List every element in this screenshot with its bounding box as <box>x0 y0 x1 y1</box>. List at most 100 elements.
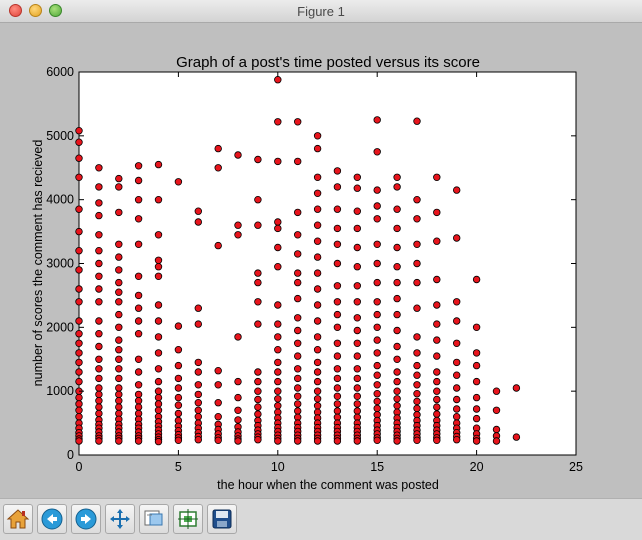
data-point <box>274 243 282 252</box>
title-bar[interactable]: Figure 1 <box>0 0 642 23</box>
close-window-button[interactable] <box>9 4 22 17</box>
data-point <box>75 205 83 213</box>
minimize-window-button[interactable] <box>29 4 42 17</box>
data-point <box>95 199 103 207</box>
data-point <box>333 365 342 373</box>
data-point <box>254 221 262 229</box>
data-point <box>174 322 183 330</box>
data-point <box>95 374 103 383</box>
back-button[interactable] <box>37 504 67 534</box>
data-point <box>194 413 202 421</box>
zoom-window-button[interactable] <box>49 4 62 17</box>
data-point <box>333 400 342 408</box>
data-point <box>294 384 302 392</box>
data-point <box>353 326 361 335</box>
data-point <box>294 314 302 322</box>
data-point <box>294 407 302 415</box>
data-point <box>75 154 83 162</box>
data-point <box>154 262 163 271</box>
data-point <box>373 202 381 210</box>
data-point <box>75 377 83 386</box>
data-point <box>274 437 282 445</box>
y-axis-label: number of scores the comment has recieve… <box>31 140 45 387</box>
data-point <box>234 221 242 229</box>
data-point <box>95 246 103 255</box>
save-button[interactable] <box>207 504 237 534</box>
data-point <box>453 413 461 421</box>
data-point <box>274 118 282 126</box>
data-point <box>194 218 202 226</box>
data-point <box>115 174 123 183</box>
data-point <box>313 132 322 140</box>
data-point <box>373 404 381 413</box>
data-point <box>413 215 421 223</box>
data-point <box>373 349 381 357</box>
data-point <box>353 184 361 192</box>
zoom-button[interactable] <box>139 504 169 534</box>
data-point <box>154 437 163 446</box>
data-point <box>154 317 163 325</box>
data-point <box>333 282 342 290</box>
data-point <box>413 436 421 444</box>
data-point <box>313 253 322 261</box>
home-button[interactable] <box>3 504 33 534</box>
data-point <box>254 298 262 306</box>
axes: 0 5 10 15 20 25 0 1000 2000 3000 4000 5000 6000 <box>46 65 583 474</box>
data-point <box>393 294 401 303</box>
data-point <box>234 333 242 341</box>
data-point <box>393 243 401 252</box>
figure-canvas[interactable]: 0 5 10 15 20 25 0 1000 2000 3000 4000 5000 6000 Grap… <box>0 23 642 498</box>
data-point <box>413 278 421 287</box>
data-point <box>95 285 103 293</box>
x-tick-label: 10 <box>271 460 285 474</box>
data-point <box>433 377 441 386</box>
data-point <box>254 377 262 386</box>
data-point <box>274 320 282 328</box>
data-point <box>115 278 123 287</box>
data-point <box>472 361 481 370</box>
data-point <box>294 400 302 408</box>
data-point <box>75 266 83 274</box>
window-title: Figure 1 <box>297 4 345 19</box>
data-point <box>333 240 342 248</box>
data-point <box>134 368 143 376</box>
data-point <box>393 183 401 191</box>
data-point <box>75 406 83 414</box>
plot-area <box>78 71 577 456</box>
data-point <box>274 402 282 410</box>
data-points <box>75 76 521 446</box>
pan-icon <box>110 509 130 529</box>
data-point <box>294 231 302 239</box>
x-tick-label: 25 <box>569 460 583 474</box>
data-point <box>115 240 123 248</box>
data-point <box>174 384 183 392</box>
data-point <box>174 393 183 402</box>
data-point <box>472 405 481 413</box>
data-point <box>453 371 461 379</box>
home-icon <box>6 509 30 529</box>
data-point <box>294 157 302 166</box>
data-point <box>313 437 322 445</box>
data-point <box>373 259 381 268</box>
data-point <box>274 387 282 395</box>
data-point <box>373 397 381 406</box>
data-point <box>95 183 103 191</box>
data-point <box>373 186 381 194</box>
data-point <box>294 365 302 373</box>
data-point <box>194 304 202 312</box>
data-point <box>95 403 103 411</box>
data-point <box>75 330 83 338</box>
data-point <box>413 195 421 204</box>
pan-button[interactable] <box>105 504 135 534</box>
zoom-icon <box>144 510 163 526</box>
data-point <box>313 346 322 354</box>
data-point <box>393 262 401 271</box>
data-point <box>373 361 381 370</box>
forward-button[interactable] <box>71 504 101 534</box>
data-point <box>512 384 521 392</box>
data-point <box>313 395 322 403</box>
data-point <box>393 310 401 319</box>
data-point <box>313 144 322 153</box>
subplots-button[interactable] <box>173 504 203 534</box>
data-point <box>333 183 342 191</box>
